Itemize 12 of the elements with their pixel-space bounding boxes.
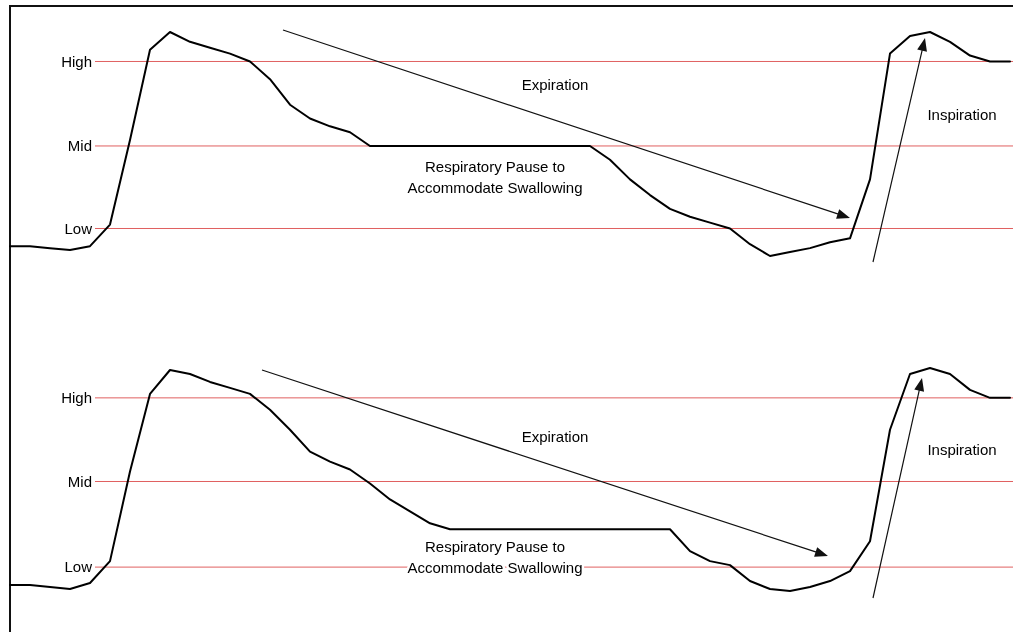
ref-line-label: Low	[64, 219, 93, 237]
annotation: Inspiration	[927, 106, 997, 124]
ref-line-label: High	[61, 389, 92, 407]
annotation: Expiration	[521, 76, 589, 94]
annotation: Expiration	[521, 428, 589, 446]
annotation: Respiratory Pause to Accommodate Swallowing	[407, 538, 583, 576]
annotation: Respiratory Pause to Accommodate Swallowing	[407, 158, 583, 196]
ref-line-label: Mid	[67, 472, 92, 490]
ref-line-label: Mid	[67, 137, 92, 155]
ref-line-label: Low	[64, 558, 93, 576]
ref-line-label: High	[61, 52, 92, 70]
annotation: Inspiration	[927, 441, 997, 459]
